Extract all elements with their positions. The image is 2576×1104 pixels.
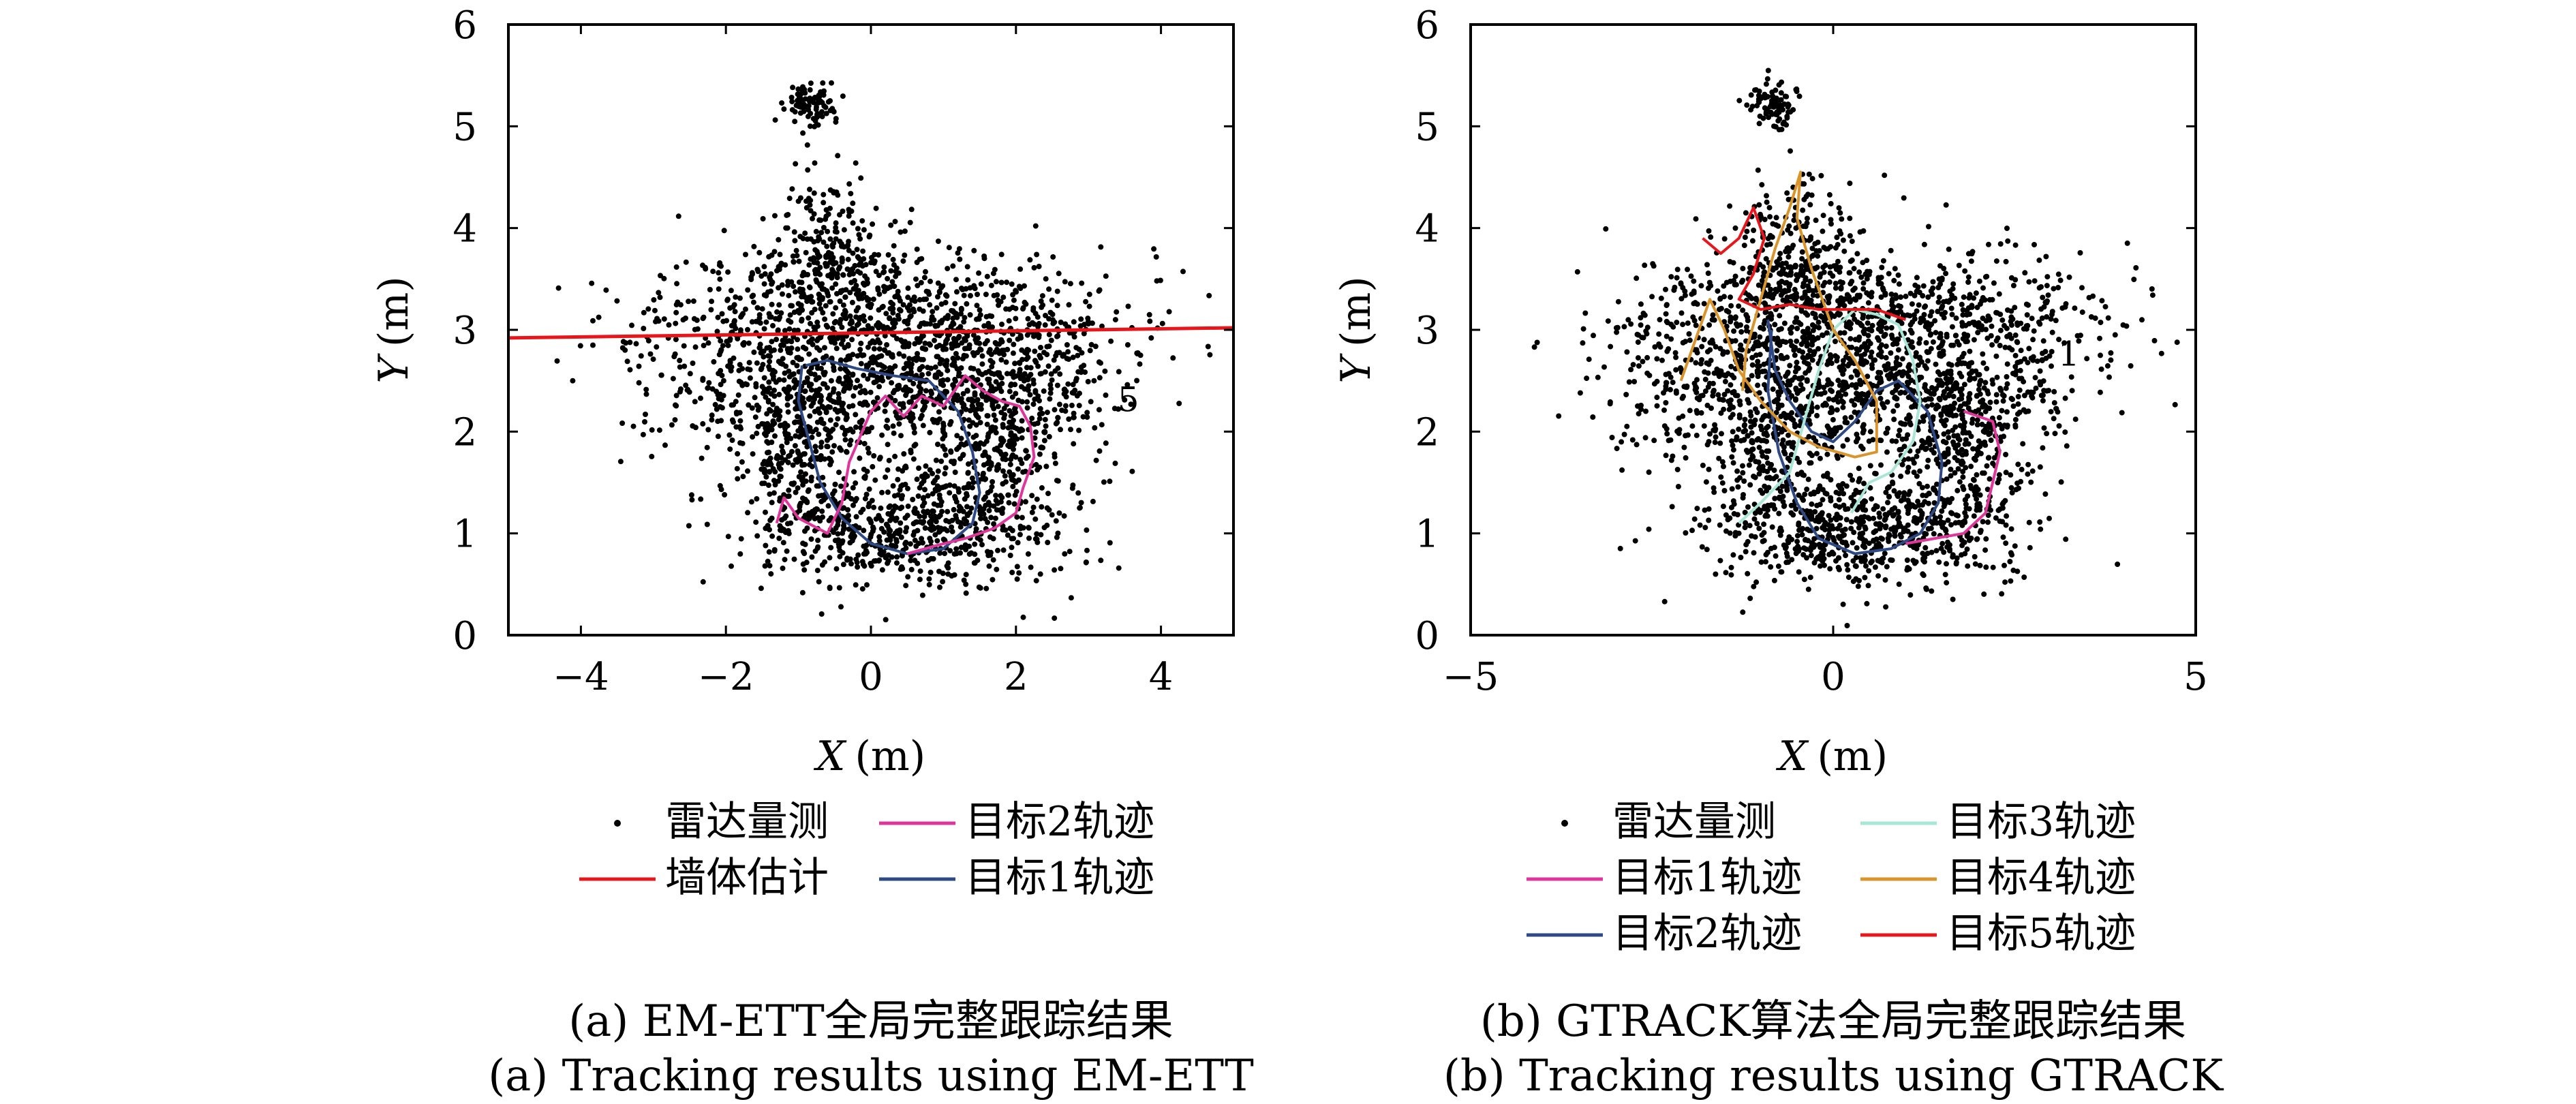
panel-b-x-ticks: −5 0 5 [1443, 25, 2208, 699]
legend-label: 目标1轨迹 [1612, 854, 1802, 902]
series-4-line [1702, 206, 1907, 321]
x-tick-label: 5 [2183, 655, 2208, 699]
legend-entry-2: 墙体估计 [579, 854, 829, 902]
y-tick-label: 5 [1415, 105, 1439, 149]
panel-b-caption-en: (b) Tracking results using GTRACK [1443, 1051, 2224, 1101]
series-3-line [775, 374, 1036, 555]
panel-b-plot-area: 1 [1531, 67, 2180, 628]
y-tick-label: 3 [1415, 309, 1439, 353]
series-1-line [508, 326, 1233, 340]
y-tick-label: 6 [453, 3, 477, 48]
legend-entry-4: 目标2轨迹 [1527, 910, 1802, 957]
annotation-0: 5 [1118, 380, 1139, 419]
legend-label: 墙体估计 [665, 854, 829, 902]
panel-a-y-ticks: 0 1 2 3 4 5 6 [453, 3, 1233, 658]
panel-a-plot-area: 5 [508, 80, 1233, 623]
series-2-line [797, 358, 981, 555]
series-3-line [1679, 170, 1878, 459]
series-5-line [1905, 410, 2002, 545]
y-tick-label: 1 [453, 512, 477, 557]
panel-a-caption-en: (a) Tracking results using EM-ETT [488, 1051, 1254, 1101]
x-tick-label: 4 [1149, 655, 1174, 699]
legend-label: 目标2轨迹 [965, 798, 1154, 846]
legend-label: 目标3轨迹 [1946, 798, 2136, 846]
series-1-line [1766, 319, 1944, 555]
panel-a-caption-cn: (a) EM-ETT全局完整跟踪结果 [568, 996, 1174, 1047]
panel-b-y-ticks: 0 1 2 3 4 5 6 [1415, 3, 2196, 658]
y-tick-label: 5 [453, 105, 477, 149]
radar-measurement-points [1531, 67, 2180, 628]
y-tick-label: 4 [453, 207, 477, 251]
legend-entry-3: 目标1轨迹 [879, 854, 1154, 902]
y-tick-label: 3 [453, 309, 477, 353]
y-tick-label: 0 [1415, 614, 1439, 658]
legend-entry-2: 目标1轨迹 [1527, 854, 1802, 902]
panel-a-y-axis-label: Y(m) [370, 276, 418, 383]
y-tick-label: 2 [1415, 410, 1439, 455]
legend-label: 目标5轨迹 [1946, 910, 2136, 957]
x-tick-label: −5 [1443, 655, 1499, 699]
legend-label: 雷达量测 [1612, 798, 1776, 846]
radar-measurement-points [554, 80, 1213, 623]
legend-entry-0: 雷达量测 [614, 798, 829, 846]
panel-a-x-ticks: −4 −2 0 2 4 [553, 25, 1173, 699]
x-tick-label: 2 [1004, 655, 1028, 699]
panel-a: 5 −4 −2 0 2 4 0 1 2 3 4 5 6 X (m) Y(m) 雷达量测 目标2轨迹墙体估… [370, 3, 1254, 1101]
y-tick-label: 0 [453, 614, 477, 658]
y-tick-label: 1 [1415, 512, 1439, 557]
y-tick-label: 2 [453, 410, 477, 455]
y-tick-label: 4 [1415, 207, 1439, 251]
y-tick-label: 6 [1415, 3, 1439, 48]
legend-label: 目标4轨迹 [1946, 854, 2136, 902]
annotation-0: 1 [2058, 334, 2080, 373]
legend-entry-1: 目标3轨迹 [1860, 798, 2136, 846]
panel-b-x-axis-label: X (m) [1776, 733, 1888, 780]
series-2-line [1738, 308, 1922, 525]
x-tick-label: 0 [1821, 655, 1845, 699]
panel-b: 1 −5 0 5 0123456 X (m) Y(m) 雷达量测 目标3轨迹目标1轨迹目… [1332, 3, 2224, 1101]
x-tick-label: −2 [698, 655, 754, 699]
legend-entry-0: 雷达量测 [1561, 798, 1776, 846]
panel-b-caption-cn: (b) GTRACK算法全局完整跟踪结果 [1480, 996, 2186, 1047]
panel-a-x-axis-label: X (m) [814, 733, 925, 780]
legend-marker [614, 820, 621, 827]
panel-b-y-axis-label: Y(m) [1332, 276, 1380, 383]
legend-entry-3: 目标4轨迹 [1860, 854, 2136, 902]
legend-entry-5: 目标5轨迹 [1860, 910, 2136, 957]
x-tick-label: 0 [859, 655, 883, 699]
legend-label: 雷达量测 [665, 798, 829, 846]
legend-marker [1561, 820, 1568, 827]
legend-entry-1: 目标2轨迹 [879, 798, 1154, 846]
legend-label: 目标1轨迹 [965, 854, 1154, 902]
x-tick-label: −4 [553, 655, 609, 699]
legend-label: 目标2轨迹 [1612, 910, 1802, 957]
